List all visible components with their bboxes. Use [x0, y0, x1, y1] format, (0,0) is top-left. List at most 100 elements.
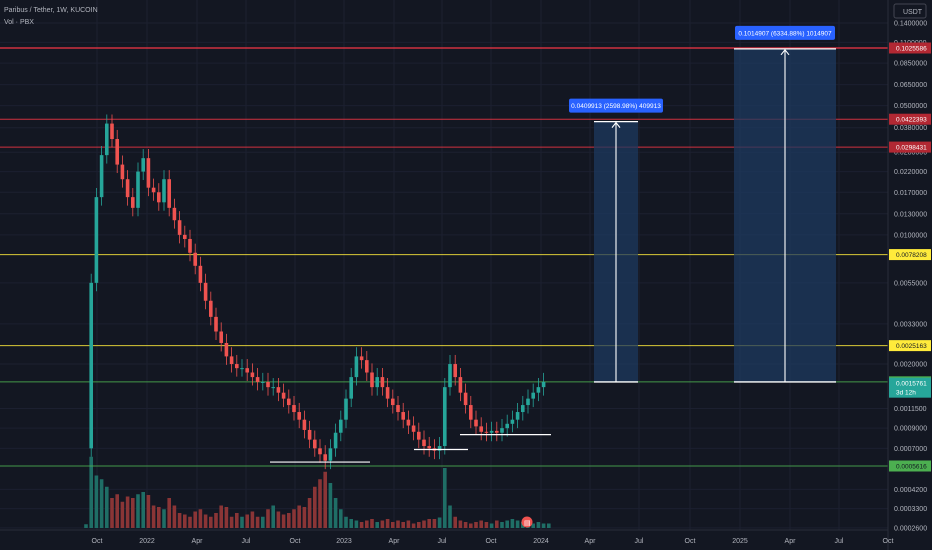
events-icon[interactable]	[521, 516, 533, 528]
y-tick-label: 0.0007000	[894, 446, 927, 453]
x-tick-label: 2023	[336, 538, 352, 545]
x-tick-label: Oct	[486, 538, 497, 545]
volume-bar	[120, 501, 125, 528]
candle-body	[365, 360, 369, 373]
candle-body	[474, 419, 478, 427]
candle-body	[463, 392, 468, 406]
candle-body	[214, 316, 218, 332]
candle-body	[167, 179, 171, 208]
candle-body	[89, 282, 93, 449]
candle-body	[151, 187, 156, 193]
volume-bar	[432, 519, 437, 528]
candle-body	[437, 446, 442, 451]
volume-bar	[422, 520, 426, 528]
volume-bar	[281, 514, 286, 528]
volume-bar	[131, 498, 135, 528]
volume-indicator-label: Vol · PBX	[4, 19, 34, 26]
volume-bar	[365, 520, 369, 528]
x-tick-label: Apr	[192, 538, 204, 545]
candle-body	[162, 179, 166, 203]
candle-body	[229, 356, 234, 365]
volume-bar	[177, 513, 182, 528]
volume-bar	[401, 522, 405, 528]
candle-body	[510, 419, 515, 424]
volume-bar	[515, 520, 520, 528]
candle-body	[401, 412, 405, 420]
volume-bar	[292, 509, 296, 528]
support-lines[interactable]	[270, 434, 551, 463]
candle-body	[250, 372, 255, 378]
volume-bar	[266, 509, 270, 528]
y-tick-label: 0.0280000	[894, 150, 927, 157]
volume-bar	[229, 516, 234, 528]
volume-bar	[110, 498, 114, 528]
volume-bar	[359, 522, 364, 528]
candle-body	[328, 448, 333, 461]
volume-bar	[344, 516, 348, 528]
volume-bar	[255, 516, 260, 528]
y-tick-label: 0.0500000	[894, 103, 927, 110]
volume-bar	[328, 483, 333, 528]
y-tick-label: 0.0002600	[894, 525, 927, 532]
projection-boxes[interactable]: 0.0409913 (2598.98%) 409913 0.1014907 (63…	[569, 25, 836, 383]
volume-bar	[437, 517, 442, 528]
candle-body	[541, 381, 546, 388]
projection-arrow-head	[780, 48, 790, 56]
volume-bar	[245, 514, 249, 528]
projection-arrow-head	[611, 121, 621, 128]
candle-body	[505, 423, 509, 429]
candle-body	[198, 265, 203, 283]
candle-body	[172, 207, 177, 221]
countdown-label: 3d 12h	[896, 390, 916, 397]
volume-bar	[136, 494, 140, 528]
candle-body	[417, 431, 421, 440]
volume-bar	[157, 507, 161, 528]
candle-body	[302, 419, 307, 430]
candle-body	[157, 192, 161, 203]
volume-bar	[162, 509, 166, 528]
volume-bar	[94, 475, 99, 528]
x-tick-label: Jul	[835, 538, 844, 545]
volume-bar	[172, 505, 177, 528]
y-tick-label: 0.0055000	[894, 280, 927, 287]
candle-body	[333, 432, 338, 449]
currency-label: USDT	[903, 9, 923, 16]
y-tick-label: 0.0130000	[894, 211, 927, 218]
y-tick-label: 0.0650000	[894, 82, 927, 89]
volume-bar	[349, 519, 353, 528]
candle-body	[422, 439, 426, 447]
candle-body	[266, 381, 270, 388]
volume-bar	[167, 498, 171, 528]
level-badge-label: 0.0025163	[896, 343, 927, 350]
volume-bar	[276, 511, 281, 528]
candle-body	[193, 252, 197, 266]
y-tick-label: 0.0009000	[894, 426, 927, 433]
y-tick-label: 0.1400000	[894, 21, 927, 28]
candle-body	[391, 398, 395, 406]
candle-body	[515, 412, 520, 420]
volume-bar	[500, 522, 504, 528]
currency-button[interactable]	[893, 3, 927, 19]
volume-bar	[541, 523, 546, 528]
volume-bar	[84, 524, 88, 528]
candle-body	[276, 387, 281, 393]
candle-body	[219, 331, 223, 343]
level-badge-label: 0.1025586	[896, 46, 927, 53]
candle-body	[484, 431, 489, 433]
volume-bar	[536, 522, 541, 528]
candle-body	[271, 387, 275, 389]
volume-bar	[510, 519, 515, 528]
time-axis[interactable]: Oct 2022 Apr Jul Oct 2023 Apr Jul Oct 2024 Apr Jul O…	[92, 538, 894, 545]
volume-bar	[531, 523, 535, 528]
y-tick-label: 0.0380000	[894, 125, 927, 132]
volume-bar	[250, 511, 255, 528]
candle-body	[354, 356, 359, 378]
volume-bar	[370, 519, 374, 528]
volume-bar	[396, 520, 400, 528]
candle-body	[406, 419, 411, 426]
y-tick-label: 0.0020000	[894, 362, 927, 369]
candle-body	[105, 123, 109, 156]
volume-bar	[427, 519, 431, 528]
candle-body	[281, 392, 286, 399]
